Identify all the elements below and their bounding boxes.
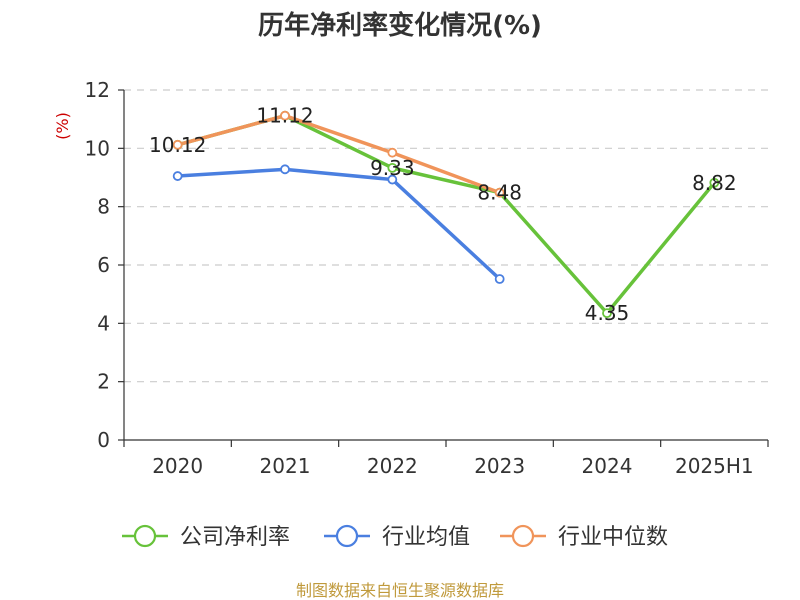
legend-label: 行业中位数 bbox=[558, 525, 668, 550]
data-point bbox=[494, 274, 505, 284]
series-line-2 bbox=[175, 113, 502, 195]
legend-marker bbox=[335, 524, 359, 548]
series-points bbox=[172, 110, 720, 319]
y-tick-label: 0 bbox=[97, 428, 110, 452]
data-point bbox=[172, 171, 183, 181]
series-lines bbox=[175, 113, 717, 315]
data-point bbox=[280, 110, 290, 121]
axes: 0 2 4 6 8 10 12 2020 2021 2022 2023 2024 2025H1 bbox=[85, 78, 769, 478]
x-tick-label: 2022 bbox=[367, 454, 418, 478]
legend-label: 行业均值 bbox=[382, 525, 470, 550]
grid-lines bbox=[124, 89, 768, 383]
x-tick-label: 2021 bbox=[260, 454, 311, 478]
chart-title: 历年净利率变化情况(%) bbox=[258, 10, 542, 41]
y-tick-label: 4 bbox=[97, 311, 110, 335]
data-label: 4.35 bbox=[585, 301, 630, 325]
x-tick-label: 2024 bbox=[582, 454, 633, 478]
data-label: 10.12 bbox=[149, 133, 206, 157]
source-note: 制图数据来自恒生聚源数据库 bbox=[296, 581, 504, 600]
y-tick-label: 12 bbox=[85, 78, 110, 102]
y-tick-label: 10 bbox=[85, 136, 110, 160]
data-label: 8.48 bbox=[477, 181, 522, 205]
data-point bbox=[172, 139, 183, 150]
x-tick-label: 2020 bbox=[152, 454, 203, 478]
legend-marker bbox=[133, 524, 157, 548]
data-label: 9.33 bbox=[370, 156, 415, 180]
y-axis-unit-label: (%) bbox=[53, 112, 72, 140]
series-line-1 bbox=[175, 167, 502, 281]
legend-marker bbox=[511, 524, 535, 548]
data-point bbox=[387, 147, 398, 158]
data-labels: 10.12 11.12 9.33 8.48 4.35 8.82 bbox=[149, 104, 737, 325]
legend-label: 公司净利率 bbox=[180, 525, 290, 550]
y-tick-label: 2 bbox=[97, 370, 110, 394]
data-point bbox=[387, 162, 398, 173]
data-point bbox=[387, 174, 398, 185]
data-point bbox=[602, 308, 612, 319]
x-tick-label: 2023 bbox=[474, 454, 525, 478]
data-point bbox=[709, 177, 720, 188]
series-line-0 bbox=[175, 113, 717, 315]
y-tick-label: 8 bbox=[97, 195, 110, 219]
data-label: 8.82 bbox=[692, 171, 737, 195]
y-tick-label: 6 bbox=[97, 253, 110, 277]
data-point bbox=[280, 164, 290, 175]
data-label: 11.12 bbox=[256, 104, 313, 128]
x-tick-label: 2025H1 bbox=[675, 454, 754, 478]
data-point bbox=[494, 187, 505, 198]
legend: 公司净利率 行业均值 行业中位数 bbox=[122, 524, 668, 550]
